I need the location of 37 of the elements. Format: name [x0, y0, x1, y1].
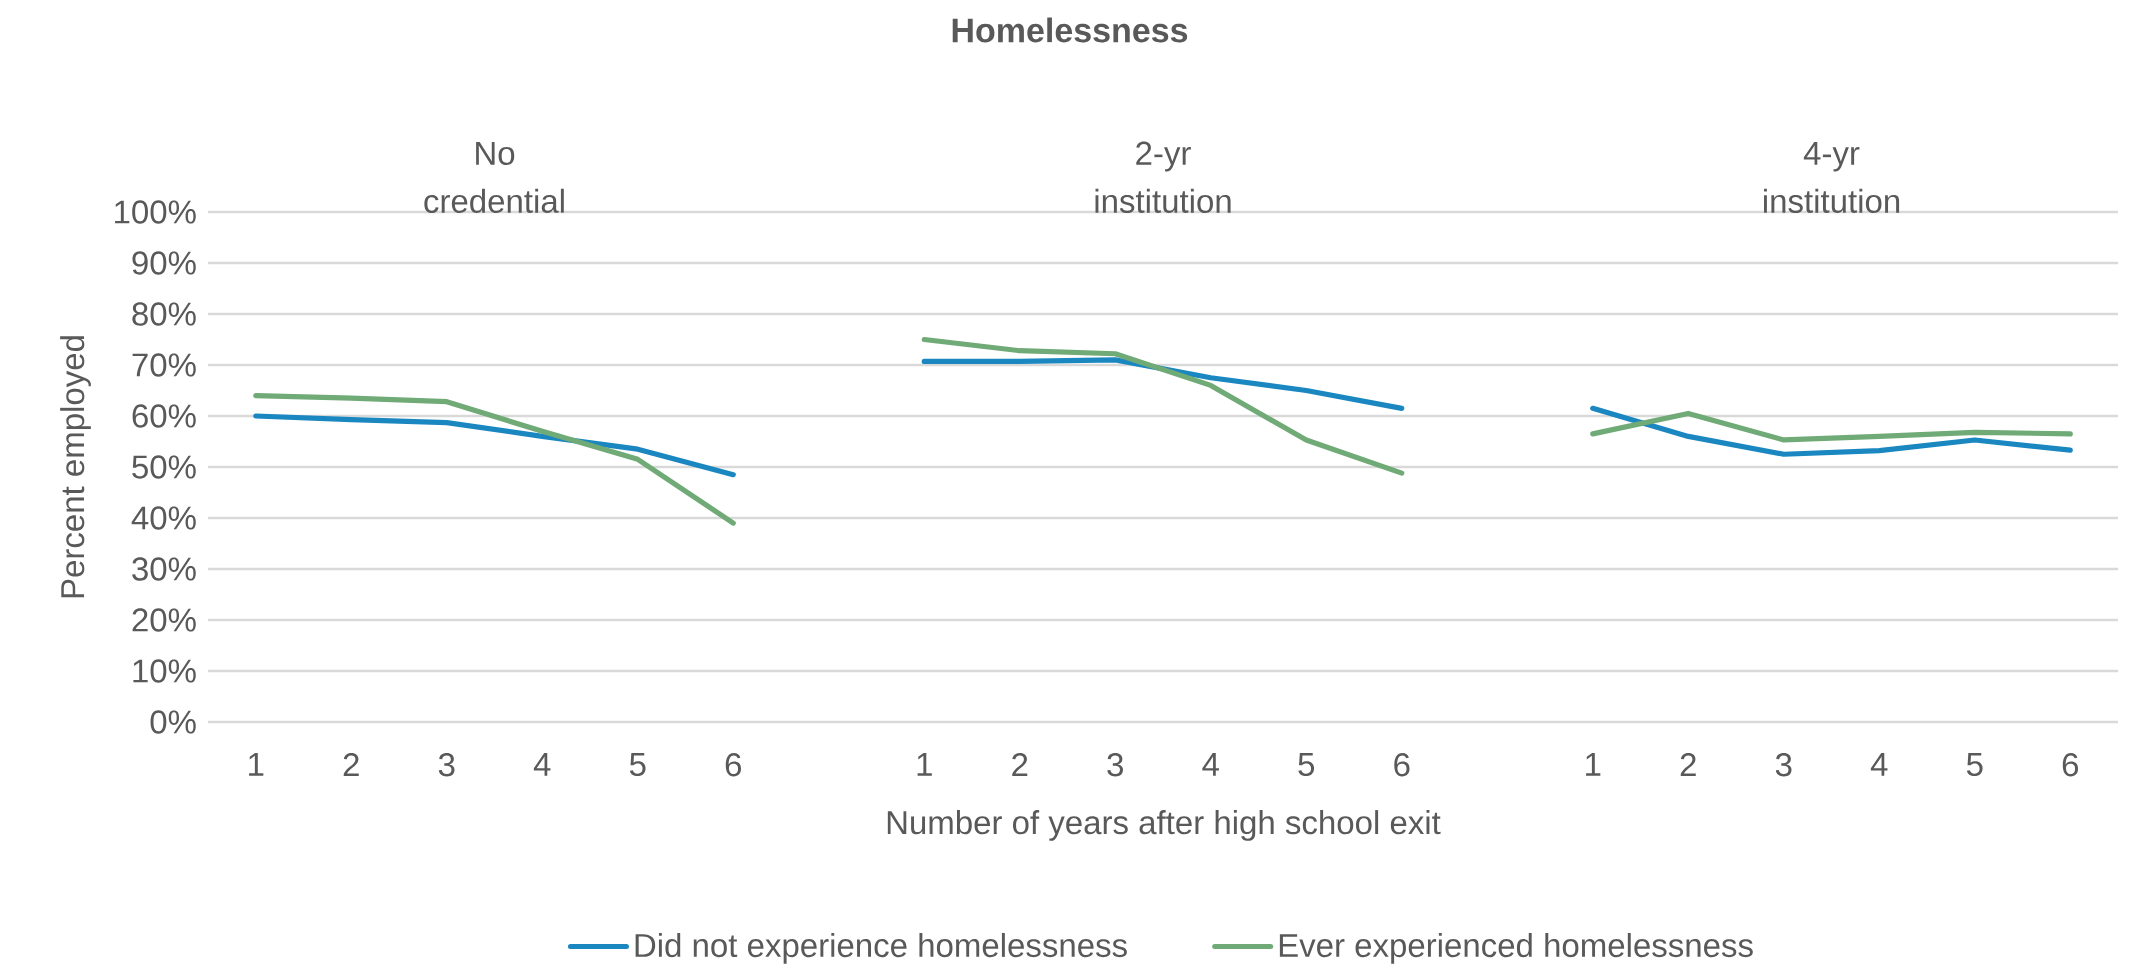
annotation: No credential: [424, 141, 564, 213]
x-tick-label: 4: [533, 753, 551, 776]
x-tick-label: 1: [917, 753, 932, 776]
x-tick-label: 4: [1202, 753, 1219, 776]
x-tick-label: 6: [2062, 753, 2078, 777]
x-tick-label: 1: [1586, 753, 1601, 776]
y-tick-label: 30%: [132, 557, 196, 581]
x-tick-label: 1: [249, 753, 264, 776]
annotation: 2-yr institution: [1095, 141, 1231, 213]
y-tick-label: 90%: [132, 251, 196, 275]
x-tick-label: 5: [1298, 753, 1315, 777]
y-tick-label: 40%: [131, 506, 196, 530]
x-tick-label: 2: [343, 753, 359, 777]
x-tick-label: 5: [629, 753, 646, 777]
y-tick-label: 50%: [132, 455, 196, 479]
x-tick-label: 3: [1107, 753, 1123, 777]
chart-title: Homelessness: [952, 17, 1188, 43]
annotation: 4-yr institution: [1764, 141, 1900, 213]
y-tick-label: 80%: [132, 302, 196, 326]
x-tick-label: 5: [1966, 753, 1983, 777]
x-axis-title: Number of years after high school exit: [887, 810, 1441, 841]
legend-label: Did not experience homelessness: [635, 932, 1127, 964]
y-tick-label: 10%: [133, 659, 196, 683]
x-tick-label: 6: [725, 753, 741, 777]
y-tick-label: 70%: [132, 353, 196, 377]
x-tick-label: 4: [1870, 753, 1888, 776]
legend-label: Ever experienced homelessness: [1279, 932, 1753, 964]
y-axis-title: Percent employed: [60, 336, 91, 598]
x-tick-label: 2: [1012, 753, 1028, 777]
y-tick-label: 0%: [150, 710, 196, 734]
x-tick-label: 3: [1775, 753, 1792, 777]
x-tick-label: 6: [1394, 753, 1410, 777]
y-tick-label: 20%: [132, 608, 196, 632]
y-tick-label: 100%: [115, 200, 196, 224]
x-tick-label: 2: [1680, 753, 1696, 777]
y-tick-label: 60%: [132, 404, 196, 428]
x-tick-label: 3: [438, 753, 455, 777]
